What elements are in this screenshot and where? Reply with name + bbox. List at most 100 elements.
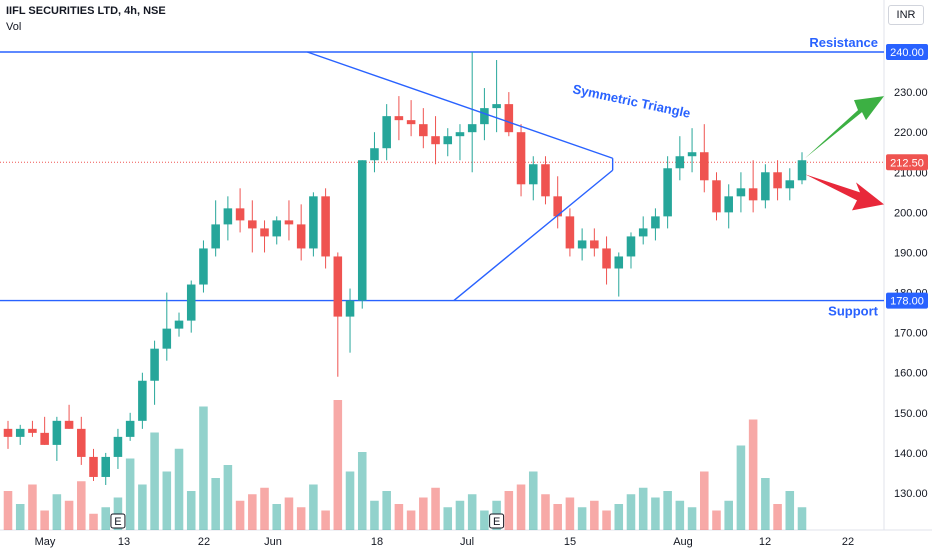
volume-bar xyxy=(199,406,208,530)
volume-legend-label[interactable]: Vol xyxy=(6,21,22,33)
candle-body[interactable] xyxy=(260,228,269,237)
candle-body[interactable] xyxy=(345,300,355,317)
candle-body[interactable] xyxy=(15,428,25,437)
candle-body[interactable] xyxy=(455,132,465,137)
candle-body[interactable] xyxy=(467,124,477,133)
candle-body[interactable] xyxy=(89,456,98,477)
candle-body[interactable] xyxy=(162,328,172,349)
candle-body[interactable] xyxy=(528,164,538,185)
volume-bar xyxy=(77,481,86,530)
candle-body[interactable] xyxy=(638,228,648,237)
volume-bar xyxy=(40,510,49,530)
volume-bar xyxy=(480,510,489,530)
candle-body[interactable] xyxy=(223,208,233,225)
current-price-tag-bg xyxy=(886,154,928,171)
candle-body[interactable] xyxy=(797,160,807,181)
triangle-label: Symmetric Triangle xyxy=(571,81,691,121)
candle-body[interactable] xyxy=(64,420,74,429)
candle-body[interactable] xyxy=(211,224,220,249)
candle-body[interactable] xyxy=(431,136,440,145)
volume-bar xyxy=(309,484,318,530)
candle-body[interactable] xyxy=(370,148,379,161)
candle-body[interactable] xyxy=(675,156,685,169)
candle-body[interactable] xyxy=(357,160,367,301)
candle-body[interactable] xyxy=(101,456,110,477)
candle-body[interactable] xyxy=(516,132,526,185)
candle-body[interactable] xyxy=(700,152,709,181)
candle-body[interactable] xyxy=(125,420,135,437)
candle-body[interactable] xyxy=(272,220,282,237)
volume-bar xyxy=(626,494,636,530)
earnings-marker[interactable] xyxy=(489,513,505,529)
candle-body[interactable] xyxy=(663,168,672,217)
candle-body[interactable] xyxy=(541,164,550,197)
currency-button[interactable]: INR xyxy=(888,5,924,25)
candle-body[interactable] xyxy=(480,108,489,125)
candle-body[interactable] xyxy=(565,216,575,249)
price-tick-label: 140.00 xyxy=(894,448,928,460)
volume-bar xyxy=(467,494,477,530)
candle-body[interactable] xyxy=(443,136,453,145)
candle-body[interactable] xyxy=(590,240,599,249)
triangle-upper-trendline[interactable] xyxy=(307,51,613,159)
candle-body[interactable] xyxy=(504,104,514,133)
volume-bar xyxy=(28,484,37,530)
candle-body[interactable] xyxy=(614,256,624,269)
candle-body[interactable] xyxy=(761,172,770,201)
candle-body[interactable] xyxy=(736,188,746,197)
candle-body[interactable] xyxy=(113,436,123,457)
earnings-marker[interactable] xyxy=(110,513,126,529)
volume-bar xyxy=(602,510,611,530)
volume-bar xyxy=(394,504,404,530)
candle-body[interactable] xyxy=(687,152,697,157)
volume-bar xyxy=(174,448,184,530)
candle-body[interactable] xyxy=(577,240,587,249)
candle-body[interactable] xyxy=(626,236,636,257)
symbol-title[interactable]: IIFL SECURITIES LTD, 4h, NSE xyxy=(6,5,166,17)
volume-bar xyxy=(150,432,159,530)
candle-body[interactable] xyxy=(77,428,86,457)
candle-body[interactable] xyxy=(138,380,147,421)
volume-bar xyxy=(687,507,697,530)
volume-bar xyxy=(260,487,269,530)
candle-body[interactable] xyxy=(406,120,416,125)
candle-body[interactable] xyxy=(602,248,611,269)
time-tick-label: May xyxy=(35,536,56,548)
candle-body[interactable] xyxy=(419,124,428,137)
candle-body[interactable] xyxy=(651,216,660,229)
candle-body[interactable] xyxy=(321,196,330,257)
candle-body[interactable] xyxy=(309,196,318,249)
candle-body[interactable] xyxy=(235,208,245,221)
candle-body[interactable] xyxy=(333,256,343,317)
candle-body[interactable] xyxy=(28,428,37,433)
volume-bar xyxy=(89,513,98,530)
candle-body[interactable] xyxy=(785,180,795,189)
candle-body[interactable] xyxy=(724,196,733,213)
candle-body[interactable] xyxy=(394,116,404,121)
candle-body[interactable] xyxy=(712,180,721,213)
candle-body[interactable] xyxy=(748,188,758,201)
candle-body[interactable] xyxy=(773,172,782,189)
candle-body[interactable] xyxy=(553,196,562,217)
earnings-marker-label: E xyxy=(114,516,121,528)
candle-body[interactable] xyxy=(3,428,13,437)
triangle-lower-trendline[interactable] xyxy=(453,169,614,302)
volume-bar xyxy=(761,478,770,530)
candle-body[interactable] xyxy=(199,248,208,285)
candle-body[interactable] xyxy=(248,220,257,229)
volume-bar xyxy=(211,478,220,530)
candle-body[interactable] xyxy=(186,284,196,321)
candle-body[interactable] xyxy=(296,224,306,249)
candle-body[interactable] xyxy=(174,320,184,329)
candle-body[interactable] xyxy=(382,116,391,149)
candle-body[interactable] xyxy=(40,432,49,445)
volume-bar xyxy=(419,497,428,530)
candle-body[interactable] xyxy=(284,220,294,225)
volume-bar xyxy=(528,471,538,530)
price-tick-label: 220.00 xyxy=(894,127,928,139)
candle-body[interactable] xyxy=(492,104,501,109)
candle-body[interactable] xyxy=(52,420,62,445)
price-tick-label: 150.00 xyxy=(894,408,928,420)
candle-body[interactable] xyxy=(150,348,159,381)
